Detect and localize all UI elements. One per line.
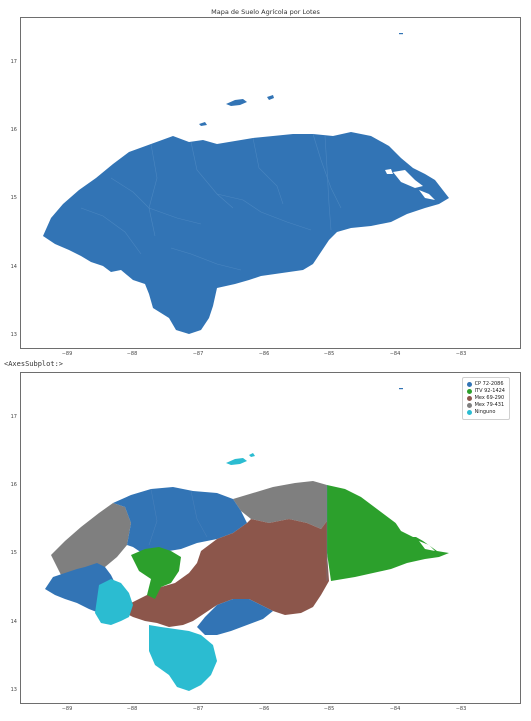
region-cp72-2086-south [197,599,273,635]
bay-island-ninguno-1 [226,458,247,465]
legend-color-dot [466,410,472,415]
x-tick: −88 [126,706,138,712]
bay-island-ninguno-2 [249,453,255,457]
department-boundaries [80,133,342,271]
lagoon-east-1 [393,519,423,537]
legend-item: Mex 69-290 [466,395,505,402]
legend-label: Mex 69-290 [474,395,505,401]
map-legend: CP 72-2086 ITV 92-1424 Mex 69-290 Mex 79… [461,377,510,420]
legend-color-dot [466,396,472,401]
region-mex69-290-central [121,519,329,627]
lagoon-2 [419,190,435,200]
region-ninguno-west [95,579,133,625]
y-tick: 16 [10,127,17,133]
x-tick: −87 [192,706,204,712]
y-tick: 13 [10,687,17,693]
department-boundaries-bottom [148,485,328,581]
x-tick: −85 [323,706,335,712]
bay-island-2 [267,95,274,100]
y-tick: 13 [10,332,17,338]
lagoon-1 [393,170,423,188]
lagoon-east-2 [419,541,435,551]
x-tick: −84 [389,351,401,357]
bottom-map-axes: CP 72-2086 ITV 92-1424 Mex 69-290 Mex 79… [11,372,521,712]
honduras-mainland [43,132,449,334]
small-island-marker [399,33,403,35]
region-mex79-431-west [51,503,131,579]
legend-item: Ninguno [466,409,505,416]
x-tick: −89 [61,706,73,712]
region-mex79-431-east [233,481,327,529]
legend-item: ITV 92-1424 [466,388,505,395]
x-tick: −83 [455,351,467,357]
legend-label: Ninguno [474,409,496,415]
legend-item: CP 72-2086 [466,381,505,388]
top-map-axes: 17 16 15 14 13 −89 −88 −87 −86 −85 −84 −… [11,17,521,357]
bay-island-1 [226,99,247,106]
region-ninguno-south [149,625,217,691]
y-tick: 14 [10,264,17,270]
top-map-svg [43,33,449,334]
region-itv92-1424-central [131,547,181,599]
bottom-map-svg [45,388,449,691]
y-tick: 16 [10,482,17,488]
x-tick: −86 [258,351,270,357]
legend-color-dot [466,403,472,408]
x-tick: −86 [258,706,270,712]
legend-label: ITV 92-1424 [474,388,505,394]
map-title: Mapa de Suelo Agrícola por Lotes [211,8,320,16]
y-tick: 15 [10,550,17,556]
legend-color-dot [466,389,472,394]
x-tick: −87 [192,351,204,357]
legend-item: Mex 79-431 [466,402,505,409]
x-tick: −88 [126,351,138,357]
axes-subplot-repr: <AxesSubplot:> [4,360,64,368]
legend-label: CP 72-2086 [474,381,504,387]
y-tick: 17 [10,414,17,420]
lagoon-3 [385,169,393,174]
y-tick: 17 [10,59,17,65]
region-cp72-2086-north [113,487,247,555]
y-tick: 14 [10,619,17,625]
small-island-marker [399,388,403,390]
x-tick: −89 [61,351,73,357]
x-tick: −85 [323,351,335,357]
x-tick: −84 [389,706,401,712]
legend-color-dot [466,382,472,387]
bay-island-3 [199,122,207,126]
y-tick: 15 [10,195,17,201]
x-tick: −83 [455,706,467,712]
region-itv92-1424-east [327,485,449,581]
legend-label: Mex 79-431 [474,402,505,408]
